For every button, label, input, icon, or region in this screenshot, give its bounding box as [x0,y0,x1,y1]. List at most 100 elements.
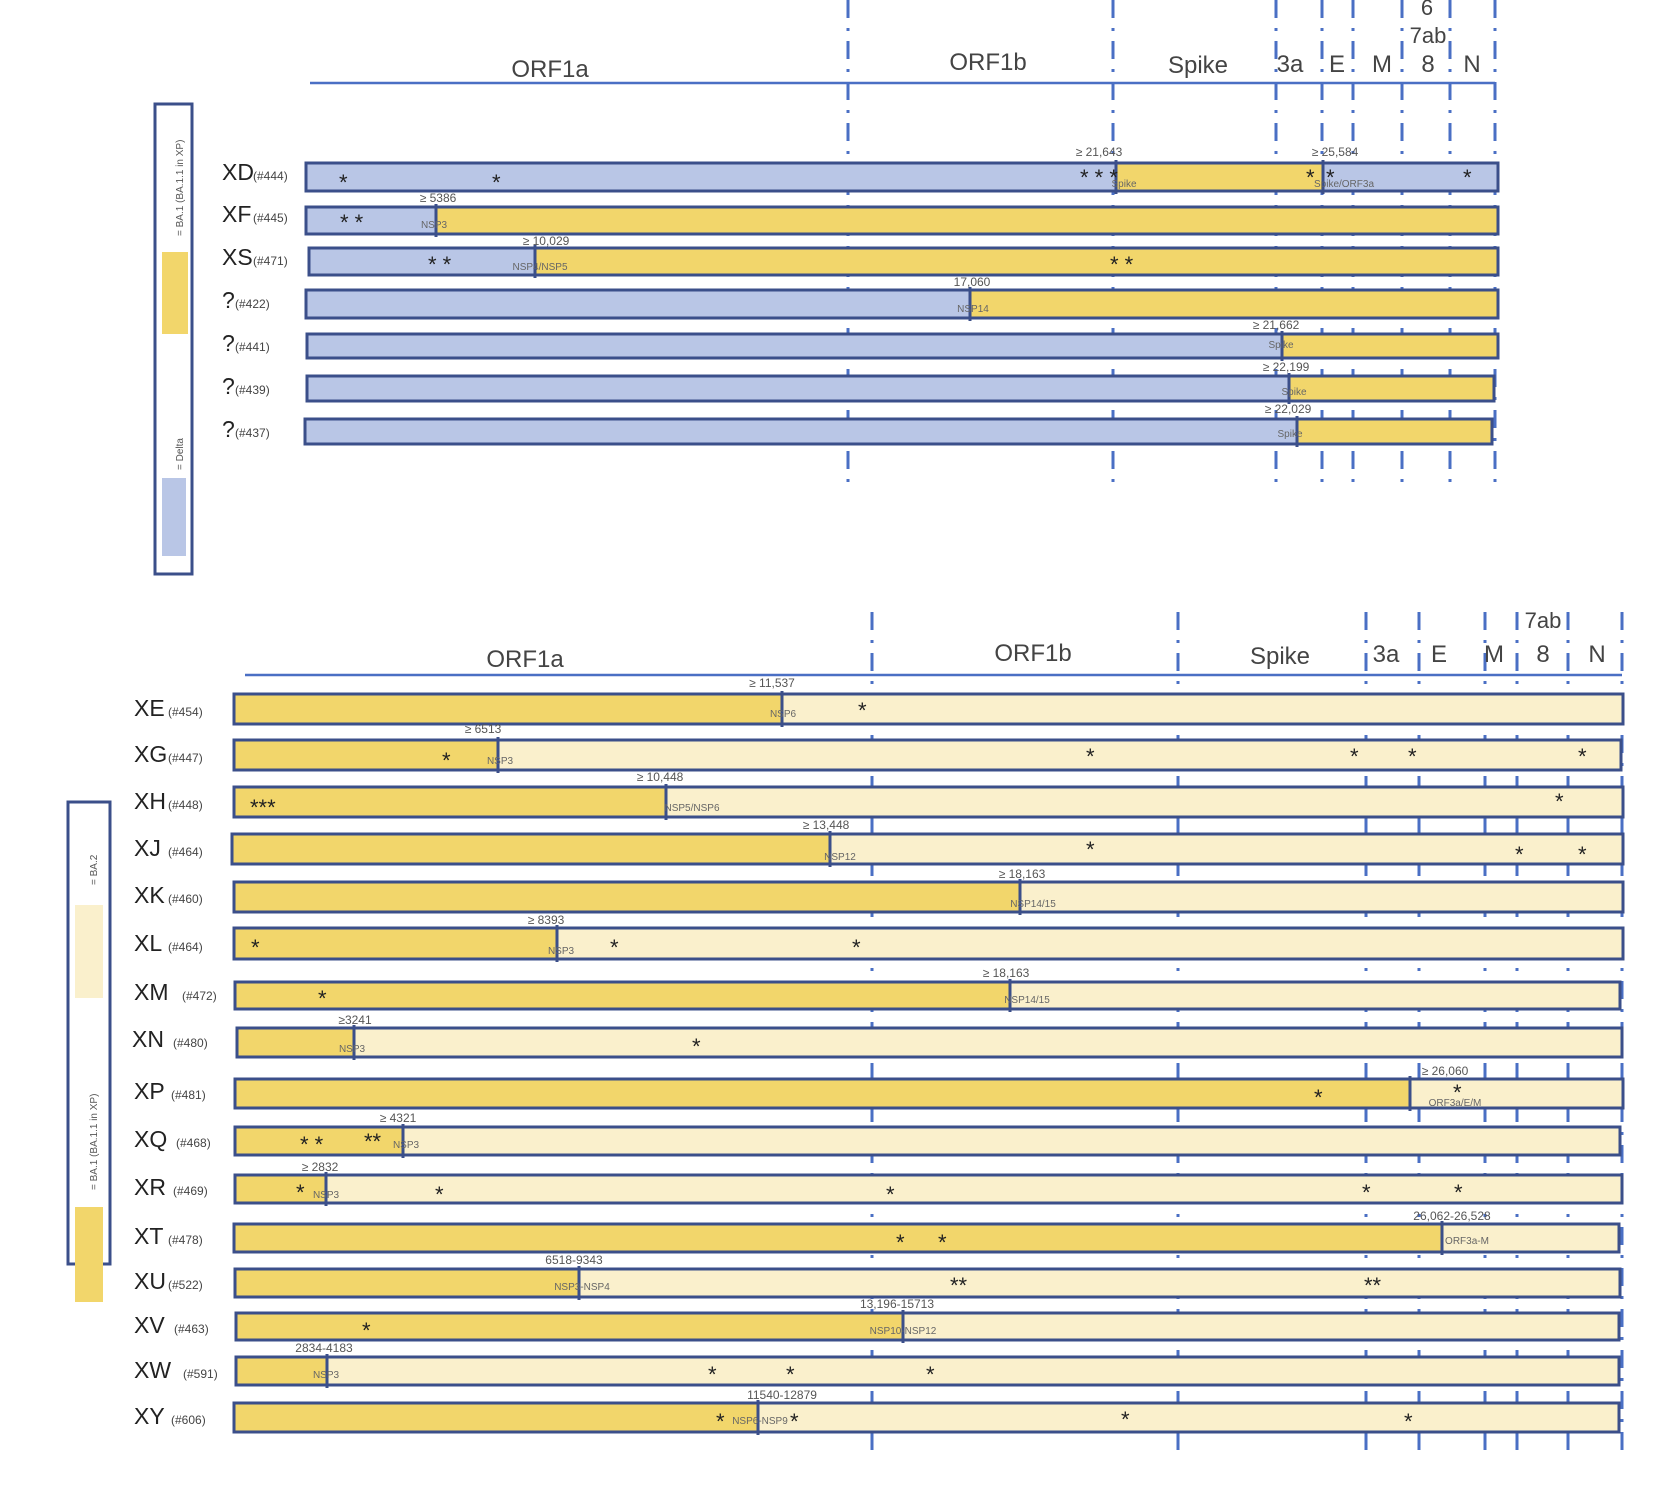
row-name: ? [222,416,235,442]
breakpoint-label: ≥ 22,199 [1263,360,1310,374]
bottom-panel: ORF1a ORF1b Spike 3a E M 8 N 7ab = BA.2 … [66,608,1625,1455]
bottom-row-xe: XE (#454) ≥ 11,537 NSP6 * [134,676,1625,727]
segment-delta [307,334,1282,358]
mutation-star: * [442,748,451,773]
row-name: XM [134,979,169,1005]
row-name: XY [134,1403,165,1429]
mutation-star: * * * [1080,165,1118,190]
breakpoint-label: ≥ 21,662 [1253,318,1300,332]
breakpoint-region: NSP14/15 [1010,899,1056,910]
segment-ba1 [235,982,1010,1009]
genome-bar-outline [233,1125,1622,1157]
segment-ba2 [579,1269,1620,1297]
row-name: XV [134,1312,165,1338]
breakpoint-label: ≥ 13,448 [803,818,850,832]
breakpoint-region: NSP6 [770,709,797,720]
segment-ba1 [234,787,666,817]
breakpoint-label: ≥ 6513 [465,722,502,736]
breakpoint-label: ≥ 2832 [302,1160,339,1174]
genome-bar-outline [305,374,1496,403]
genome-bar-outline [233,980,1622,1011]
row-id: (#478) [168,1233,203,1247]
top-gene-3a: 3a [1277,51,1304,78]
segment-ba2 [354,1028,1622,1057]
segment-ba1 [436,207,1498,234]
row-id: (#463) [174,1322,209,1336]
breakpoint-region: NSP3 [339,1044,366,1055]
mutation-markers: *** * [250,789,1564,820]
segment-ba1 [235,1175,326,1203]
row-name: XJ [134,835,161,861]
top-legend-label-ba1: = BA.1 (BA.1.1 in XP) [175,140,186,236]
row-id: (#468) [176,1136,211,1150]
bottom-legend-box [66,800,112,1266]
segment-delta [306,163,1116,191]
bottom-row-xl: XL (#464) ≥ 8393 NSP3 * * * [134,913,1625,962]
row-id: (#481) [171,1088,206,1102]
breakpoint-label: ≥ 10,029 [523,234,570,248]
bottom-row-xn: XN (#480) ≥3241 NSP3 * [132,1013,1624,1060]
mutation-star: * [1408,744,1417,769]
breakpoint-label: ≥ 4321 [380,1111,417,1125]
mutation-star: * [790,1409,799,1434]
row-id: (#469) [173,1184,208,1198]
segment-ba2 [557,928,1623,959]
bottom-legend: = BA.2 = BA.1 (BA.1.1 in XP) [66,800,112,1302]
mutation-star: * [716,1409,725,1434]
bottom-row-xv: XV (#463) 13,196-15713 NSP10-NSP12 * [134,1297,1621,1343]
breakpoint-label: 2834-4183 [295,1341,353,1355]
genome-bar-outline [230,832,1625,866]
breakpoint-region: Spike/ORF3a [1314,179,1374,190]
genome-bar-outline [305,332,1500,360]
segment-ba1 [970,290,1498,318]
mutation-star: * [492,170,501,195]
breakpoint-region: ORF3a/E/M [1429,1098,1482,1109]
breakpoint-label: ≥ 18,163 [983,966,1030,980]
top-gene-orf1a: ORF1a [511,56,589,83]
bottom-gene-e: E [1431,641,1447,668]
bottom-legend-label-ba1: = BA.1 (BA.1.1 in XP) [89,1094,100,1190]
genome-bar-outline [232,692,1625,726]
mutation-star: * * [300,1132,324,1157]
breakpoint-label: ≥ 22,029 [1265,402,1312,416]
segment-ba2 [1010,982,1620,1009]
bottom-row-xg: XG (#447) ≥ 6513 NSP3 * * * * * [134,722,1623,773]
genome-bar-outline [234,1355,1621,1387]
mutation-markers: * * * * [716,1407,1413,1434]
bottom-row-xp: XP (#481) ≥ 26,060 ORF3a/E/M * * [134,1064,1625,1111]
bottom-gene-3a: 3a [1373,641,1400,668]
top-row-xf: XF (#445) ≥ 5386 NSP3 * * [222,191,1500,237]
top-gene-orf1b: ORF1b [949,49,1026,76]
row-id: (#480) [173,1036,208,1050]
mutation-star: * [1463,165,1472,190]
breakpoint-region: NSP3 [421,220,448,231]
bottom-gene-7ab: 7ab [1525,608,1562,633]
breakpoint-region: Spike [1281,387,1306,398]
breakpoint-region: NSP3 [313,1370,340,1381]
breakpoint-region: NSP5/NSP6 [664,803,719,814]
bottom-gene-orf1b: ORF1b [994,640,1071,667]
segment-ba1 [235,1127,403,1155]
breakpoint-label: 11540-12879 [747,1388,817,1402]
mutation-star: * [708,1362,717,1387]
mutation-markers: * * ** [300,1129,382,1157]
mutation-markers: * * * * * [442,744,1587,773]
genome-bar-outline [234,1311,1621,1342]
segment-ba2 [1020,882,1623,912]
row-name: XP [134,1078,165,1104]
mutation-markers: * * * [251,935,861,960]
row-id: (#447) [168,751,203,765]
genome-bar-outline [232,1401,1621,1434]
segment-ba1 [232,834,830,864]
breakpoint-region: ORF3a-M [1445,1236,1489,1247]
row-name: XK [134,882,165,908]
row-id: (#591) [183,1367,218,1381]
top-gene-n: N [1463,51,1480,78]
mutation-star: * [318,986,327,1011]
top-gene-8: 8 [1421,51,1434,78]
mutation-star: * [852,935,861,960]
bottom-row-xt: XT (#478) 26,062-26,528 ORF3a-M * * [134,1209,1621,1255]
breakpoint-label: ≥ 8393 [528,913,565,927]
mutation-star: * [1515,842,1524,867]
top-gene-e: E [1329,51,1345,78]
